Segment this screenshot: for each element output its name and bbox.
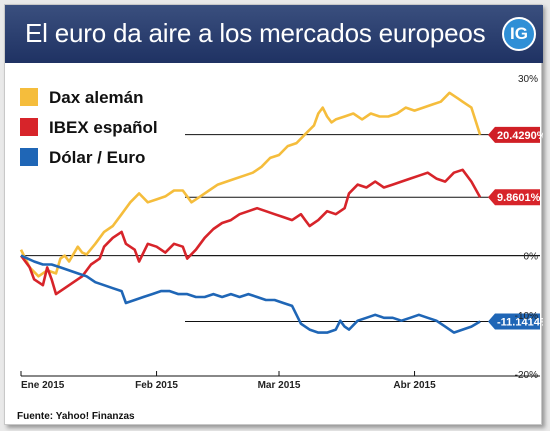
series-lines [19, 91, 482, 334]
y-tick-label-2: -10% [515, 311, 538, 322]
x-axis-ticks: Ene 2015 Feb 2015 Mar 2015 Abr 2015 [20, 371, 540, 391]
x-tick-label-2: Mar 2015 [258, 380, 301, 391]
y-tick-label-0: 30% [518, 74, 538, 85]
end-tag-1 [488, 189, 540, 206]
source-note: Fuente: Yahoo! Finanzas [17, 411, 135, 422]
series-line-0 [19, 91, 482, 278]
legend-label-1: IBEX español [49, 118, 158, 137]
x-tick-label-0: Ene 2015 [21, 380, 65, 391]
legend-label-2: Dólar / Euro [49, 148, 145, 167]
line-chart: Dax alemán IBEX español Dólar / Euro 20.42… [19, 74, 543, 391]
chart-frame: El euro da aire a los mercados europeos … [4, 4, 543, 425]
legend: Dax alemán IBEX español Dólar / Euro [20, 88, 158, 167]
legend-swatch-2 [20, 148, 38, 166]
y-tick-label-1: 0% [524, 252, 539, 263]
y-axis-ticks: 30%0%-10%-20% [515, 74, 538, 381]
end-tag-label-0: 20.4290% [497, 130, 543, 142]
page-title: El euro da aire a los mercados europeos [25, 18, 486, 48]
end-tag-2 [488, 313, 540, 330]
series-line-1 [19, 168, 482, 296]
legend-swatch-0 [20, 88, 38, 106]
x-tick-label-3: Abr 2015 [393, 380, 436, 391]
end-tag-label-2: -11.1414% [497, 317, 543, 329]
reference-lines [21, 134, 540, 323]
ig-logo: IG [502, 17, 536, 51]
x-tick-label-1: Feb 2015 [135, 380, 178, 391]
end-tag-0 [488, 126, 540, 143]
series-line-2 [20, 254, 481, 334]
chart-header: El euro da aire a los mercados europeos … [5, 5, 543, 63]
legend-label-0: Dax alemán [49, 88, 144, 107]
end-tag-label-1: 9.8601% [497, 192, 541, 204]
end-value-tags: 20.4290% 9.8601% -11.1414% [488, 126, 543, 330]
legend-swatch-1 [20, 118, 38, 136]
